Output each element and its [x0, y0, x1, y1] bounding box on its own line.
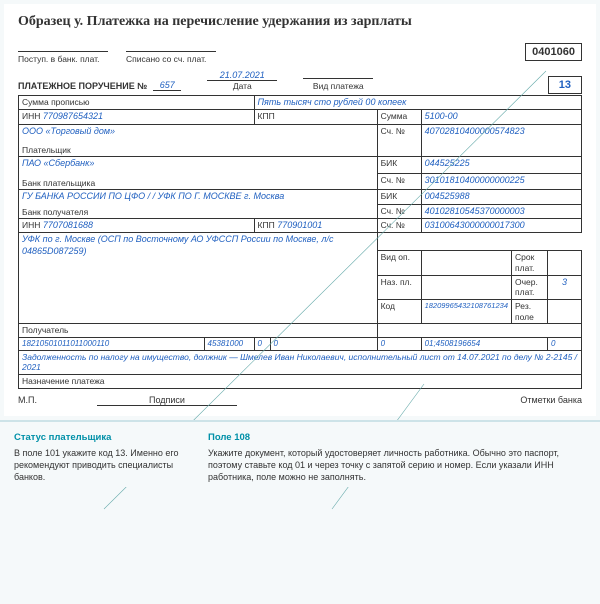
code-4: 0: [270, 337, 377, 350]
payment-order-form: Образец у. Платежка на перечисление удер…: [4, 4, 596, 416]
amount: 5100-00: [421, 110, 581, 124]
recv-account: 03100643000000017300: [421, 219, 581, 233]
signature-block: М.П. Подписи Отметки банка: [18, 395, 582, 406]
recv-kpp: 770901001: [277, 220, 322, 230]
code-7: 0: [548, 337, 582, 350]
note1-title: Статус плательщика: [14, 432, 184, 445]
form-code: 0401060: [525, 43, 582, 61]
recv-name: УФК по г. Москве (ОСП по Восточному АО У…: [22, 234, 374, 257]
status-field: 13: [548, 76, 582, 94]
code-5: 0: [377, 337, 421, 350]
mp-label: М.П.: [18, 395, 37, 406]
note2-title: Поле 108: [208, 432, 586, 445]
postup-label: Поступ. в банк. плат.: [18, 54, 99, 64]
order-date: 21.07.2021: [207, 70, 277, 81]
code-2: 45381000: [204, 337, 254, 350]
recv-bank-name: ГУ БАНКА РОССИИ ПО ЦФО / / УФК ПО Г. МОС…: [22, 191, 374, 202]
recv-bank-account: 40102810545370000003: [421, 204, 581, 218]
payer-bik: 044525225: [421, 157, 581, 173]
code-1: 18210501011011000110: [19, 337, 205, 350]
order-number: 657: [153, 80, 181, 91]
podpisi-label: Подписи: [97, 395, 237, 406]
code-3: 0: [254, 337, 270, 350]
payer-account: 40702810400000574823: [421, 124, 581, 157]
otmetki-label: Отметки банка: [520, 395, 582, 406]
purpose-text: Задолженность по налогу на имущество, до…: [19, 350, 582, 374]
note2-text: Укажите документ, который удостоверяет л…: [208, 447, 586, 483]
sum-words: Пять тысяч сто рублей 00 копеек: [254, 96, 581, 110]
code-6: 01;4508196654: [421, 337, 547, 350]
recv-inn: 7707081688: [43, 220, 93, 230]
payer-bank: ПАО «Сбербанк»: [22, 158, 374, 169]
kod-val: 18209965432108761234: [421, 299, 511, 323]
footer-notes: Статус плательщика В поле 101 укажите ко…: [0, 420, 600, 487]
payer-inn: 770987654321: [43, 111, 103, 121]
order-label: ПЛАТЕЖНОЕ ПОРУЧЕНИЕ №: [18, 81, 147, 91]
note1-text: В поле 101 укажите код 13. Именно его ре…: [14, 447, 184, 483]
recv-bik: 004525988: [421, 190, 581, 204]
order-header: ПЛАТЕЖНОЕ ПОРУЧЕНИЕ № 657 21.07.2021 Дат…: [18, 70, 582, 91]
ocher-val: 3: [548, 275, 582, 299]
top-line: Поступ. в банк. плат. Списано со сч. пла…: [18, 40, 582, 64]
vid-label: Вид платежа: [313, 81, 364, 91]
document-table: Сумма прописью Пять тысяч сто рублей 00 …: [18, 95, 582, 389]
sum-words-label: Сумма прописью: [19, 96, 255, 110]
payer-name: ООО «Торговый дом»: [22, 126, 374, 137]
spisano-label: Списано со сч. плат.: [126, 54, 206, 64]
payer-bank-account: 30101810400000000225: [421, 173, 581, 189]
date-label: Дата: [233, 81, 252, 91]
page-title: Образец у. Платежка на перечисление удер…: [18, 14, 582, 30]
